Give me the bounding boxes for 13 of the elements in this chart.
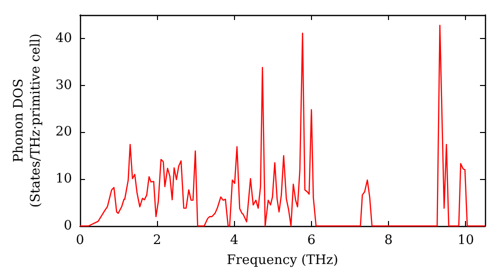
y-tick-label: 0 bbox=[64, 218, 72, 234]
x-tick-label: 10 bbox=[457, 233, 474, 248]
x-tick-label: 6 bbox=[307, 233, 316, 248]
y-tick-label: 10 bbox=[55, 172, 72, 187]
y-tick-label: 40 bbox=[55, 30, 72, 46]
x-tick-label: 2 bbox=[153, 233, 162, 248]
x-tick-label: 4 bbox=[230, 233, 238, 248]
x-tick-label: 0 bbox=[76, 233, 84, 248]
x-tick-label: 8 bbox=[384, 233, 393, 248]
x-axis-title: Frequency (THz) bbox=[226, 252, 338, 268]
y-tick-label: 20 bbox=[55, 124, 72, 140]
y-tick-label: 30 bbox=[55, 78, 72, 93]
y-axis-title: Phonon DOS (States/THz·primitive cell) bbox=[12, 33, 44, 208]
